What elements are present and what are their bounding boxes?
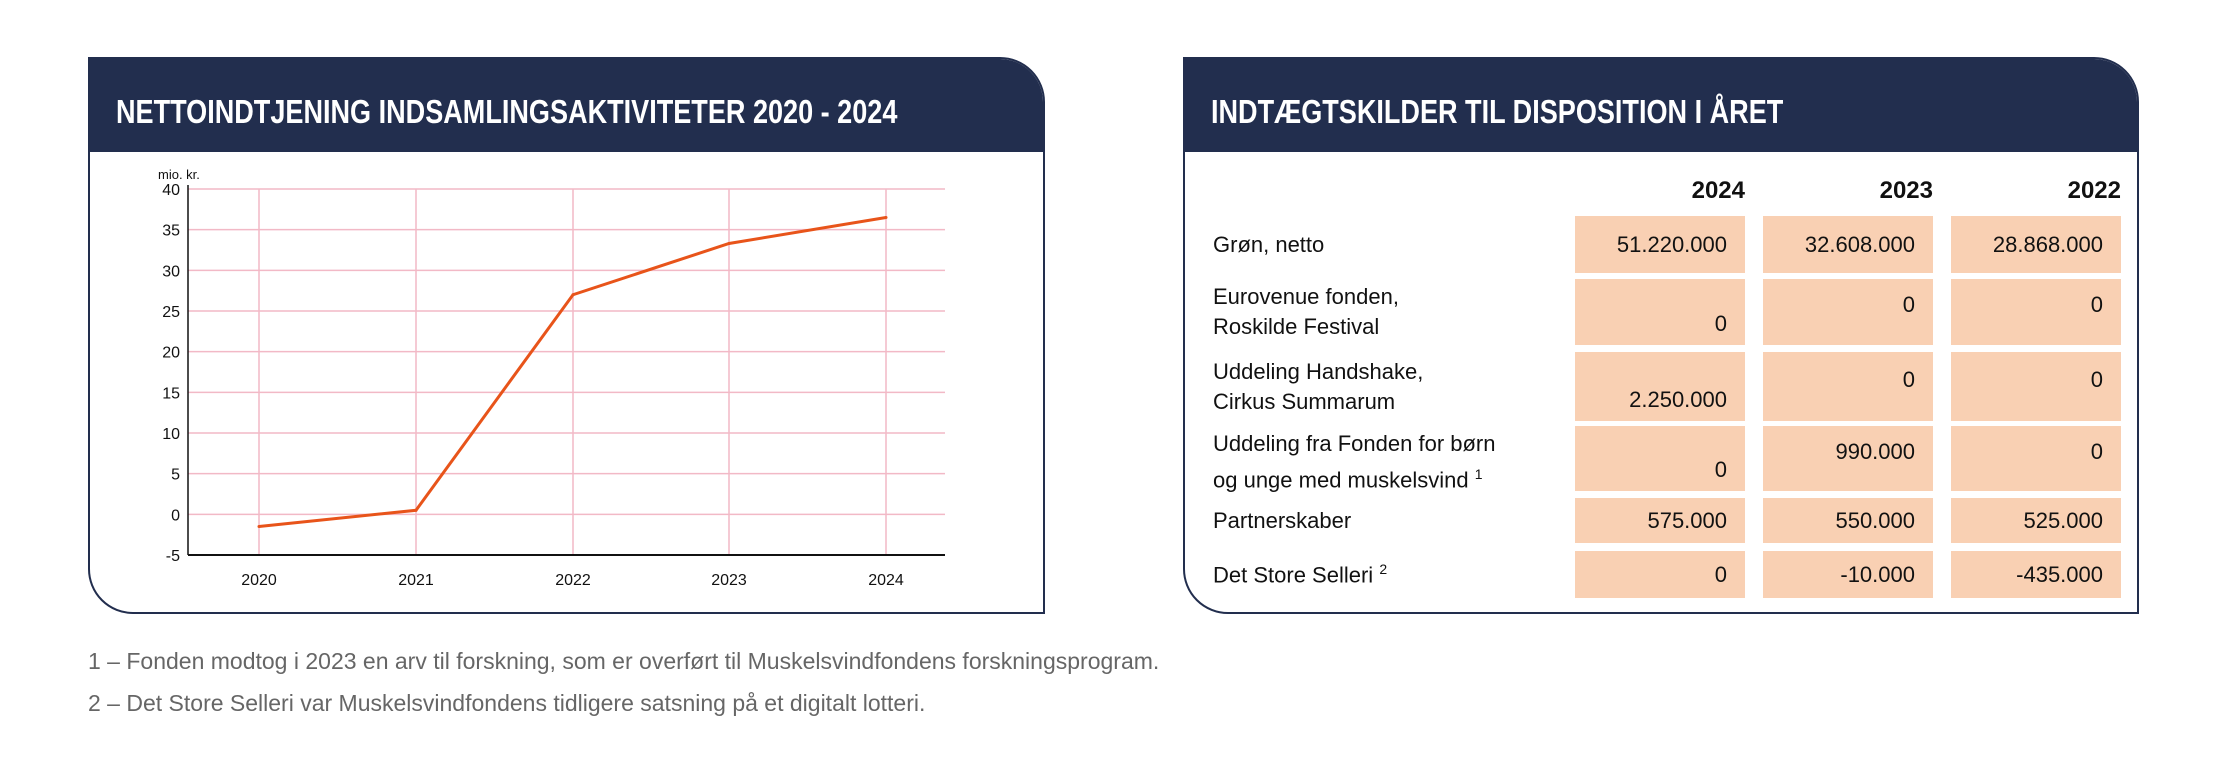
table-cell: 2.250.000: [1575, 352, 1745, 421]
chart-title: NETTOINDTJENING INDSAMLINGSAKTIVITETER 2…: [116, 93, 898, 130]
data-point: [727, 241, 731, 245]
data-point: [884, 215, 888, 219]
footnote-ref: 2: [1379, 560, 1388, 577]
y-axis-label: mio. kr.: [158, 167, 200, 182]
cell-value: 28.868.000: [1992, 231, 2103, 257]
row-label: Uddeling fra Fonden for børn og unge med …: [1213, 429, 1496, 495]
row-label-line1: Uddeling fra Fonden for børn: [1213, 430, 1496, 456]
x-tick-label: 2021: [398, 572, 434, 589]
data-point: [414, 508, 418, 512]
table-cell: 0: [1763, 279, 1933, 345]
table-cell: -10.000: [1763, 551, 1933, 598]
table-cell: 0: [1575, 426, 1745, 491]
table-cell: 28.868.000: [1951, 216, 2121, 273]
row-label: Partnerskaber: [1213, 506, 1351, 536]
cell-value: -10.000: [1840, 561, 1915, 587]
row-label-line2-text: og unge med muskelsvind: [1213, 466, 1469, 492]
row-label: Det Store Selleri 2: [1213, 554, 1387, 590]
row-label-line1: Grøn, netto: [1213, 231, 1325, 257]
cell-value: 0: [1902, 366, 1915, 392]
row-label-line2: og unge med muskelsvind 1: [1213, 459, 1496, 495]
row-label-line1: Det Store Selleri: [1213, 561, 1374, 587]
x-tick-label: 2020: [241, 572, 277, 589]
x-tick-label: 2024: [868, 572, 904, 589]
column-header-2022: 2022: [2067, 177, 2121, 204]
footnote-2: 2 – Det Store Selleri var Muskelsvindfon…: [88, 690, 926, 716]
column-header-2023: 2023: [1879, 177, 1933, 204]
table-cell: 0: [1951, 426, 2121, 491]
table-cell: 550.000: [1763, 498, 1933, 543]
y-tick-label: 40: [162, 182, 180, 199]
table-panel-header: INDTÆGTSKILDER TIL DISPOSITION I ÅRET: [1185, 59, 2137, 152]
data-point: [257, 525, 261, 529]
cell-value: 32.608.000: [1804, 231, 1915, 257]
cell-value: 0: [1714, 561, 1727, 587]
y-tick-label: -5: [166, 548, 180, 565]
row-label-line1: Partnerskaber: [1213, 507, 1352, 533]
y-tick-label: 0: [171, 507, 180, 524]
cell-value: 51.220.000: [1616, 231, 1727, 257]
table-cell: 0: [1575, 279, 1745, 345]
data-point: [571, 293, 575, 297]
y-tick-label: 15: [162, 385, 180, 402]
cell-value: 525.000: [2023, 507, 2103, 533]
y-tick-label: 30: [162, 263, 180, 280]
cell-value: 0: [2090, 438, 2103, 464]
cell-value: 575.000: [1647, 507, 1727, 533]
row-label: Grøn, netto: [1213, 230, 1324, 260]
table-title: INDTÆGTSKILDER TIL DISPOSITION I ÅRET: [1211, 93, 1784, 130]
chart-panel-header: NETTOINDTJENING INDSAMLINGSAKTIVITETER 2…: [90, 59, 1043, 152]
y-tick-label: 5: [171, 467, 180, 484]
table-cell: 32.608.000: [1763, 216, 1933, 273]
row-label: Eurovenue fonden, Roskilde Festival: [1213, 282, 1399, 342]
row-label-line2-text: Cirkus Summarum: [1213, 388, 1396, 414]
table-cell: 990.000: [1763, 426, 1933, 491]
cell-value: 0: [1714, 457, 1727, 482]
cell-value: 990.000: [1835, 438, 1915, 464]
row-label-line1: Uddeling Handshake,: [1213, 358, 1424, 384]
cell-value: 0: [1902, 292, 1915, 317]
cell-value: 2.250.000: [1629, 387, 1727, 412]
footnote-ref: 1: [1474, 465, 1483, 482]
row-label: Uddeling Handshake, Cirkus Summarum: [1213, 357, 1423, 417]
chart-panel: NETTOINDTJENING INDSAMLINGSAKTIVITETER 2…: [88, 57, 1045, 614]
cell-value: 0: [2090, 366, 2103, 392]
cell-value: -435.000: [2016, 561, 2103, 587]
footnote-1: 1 – Fonden modtog i 2023 en arv til fors…: [88, 648, 1160, 674]
table-panel: INDTÆGTSKILDER TIL DISPOSITION I ÅRET 20…: [1183, 57, 2139, 614]
row-label-line2: Roskilde Festival: [1213, 312, 1399, 342]
y-tick-label: 20: [162, 345, 180, 362]
cell-value: 0: [2090, 292, 2103, 317]
line-chart: 40 35 30 25 20 15 10 5 0 -5 2020 2021 2022 2023 2024 mi…: [158, 167, 945, 589]
table-cell: -435.000: [1951, 551, 2121, 598]
table-cell: 575.000: [1575, 498, 1745, 543]
table-cell: 525.000: [1951, 498, 2121, 543]
table-cell: 0: [1951, 279, 2121, 345]
cell-value: 550.000: [1835, 507, 1915, 533]
y-tick-label: 25: [162, 304, 180, 321]
column-header-2024: 2024: [1691, 177, 1745, 204]
row-label-line2: Cirkus Summarum: [1213, 387, 1423, 417]
table-cell: 0: [1951, 352, 2121, 421]
table-cell: 0: [1763, 352, 1933, 421]
table-cell: 0: [1575, 551, 1745, 598]
row-label-line1: Eurovenue fonden,: [1213, 284, 1399, 309]
cell-value: 0: [1714, 311, 1727, 336]
table-cell: 51.220.000: [1575, 216, 1745, 273]
y-tick-label: 10: [162, 426, 180, 443]
y-tick-label: 35: [162, 223, 180, 240]
row-label-line2-text: Roskilde Festival: [1213, 314, 1380, 339]
x-tick-label: 2023: [711, 572, 747, 589]
x-tick-label: 2022: [555, 572, 591, 589]
